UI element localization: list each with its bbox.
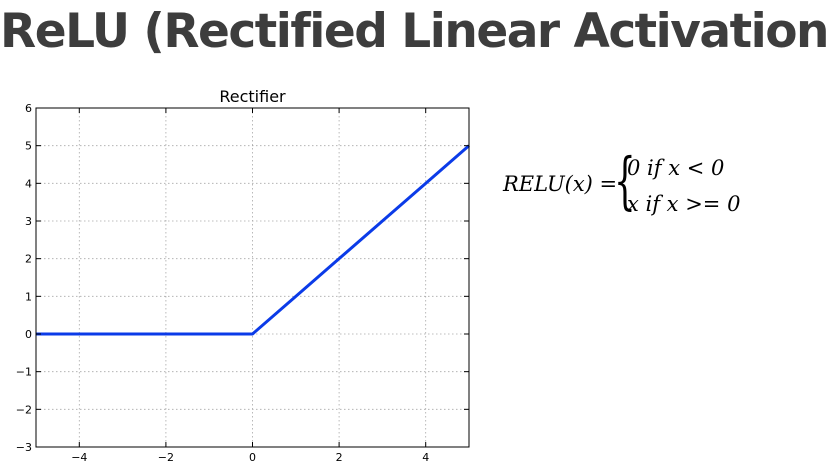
x-tick-label: −4 (71, 451, 87, 464)
slide-title: ReLU (Rectified Linear Activation) (0, 4, 828, 59)
formula-case-nonnegative: x if x >= 0 (627, 192, 741, 216)
x-tick-label: 0 (249, 451, 256, 464)
y-tick-label: −3 (16, 441, 32, 454)
y-tick-label: −1 (16, 366, 32, 379)
x-tick-label: 2 (336, 451, 343, 464)
y-tick-label: 4 (25, 177, 32, 190)
formula-brace: { (614, 144, 636, 217)
x-tick-label: −2 (158, 451, 174, 464)
relu-chart: Rectifier −4 −2 0 2 4 −3 −2 −1 0 1 2 3 4 5 6 (16, 87, 470, 464)
series-layer (36, 144, 470, 336)
y-tick-label: 1 (25, 290, 32, 303)
chart-title: Rectifier (219, 87, 286, 106)
y-tick-label: 6 (25, 102, 32, 115)
y-tick-label: 3 (25, 215, 32, 228)
grid (36, 107, 469, 448)
y-tick-label: 2 (25, 253, 32, 266)
y-tick-label: −2 (16, 403, 32, 416)
x-tick-label: 4 (422, 451, 429, 464)
y-tick-label: 5 (25, 140, 32, 153)
formula-lhs: RELU(x) = (503, 172, 618, 196)
tick-labels: −4 −2 0 2 4 −3 −2 −1 0 1 2 3 4 5 6 (16, 102, 429, 464)
plot-frame (35, 107, 470, 448)
relu-line (36, 144, 470, 336)
y-tick-label: 0 (25, 328, 32, 341)
formula-case-negative: 0 if x < 0 (627, 156, 725, 180)
